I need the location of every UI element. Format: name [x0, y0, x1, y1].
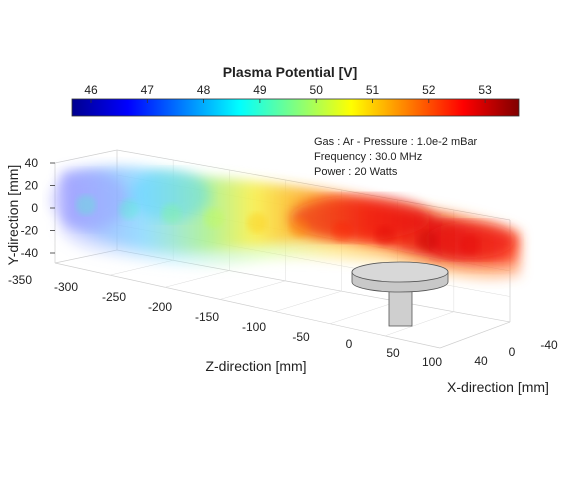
trend-point	[161, 203, 182, 224]
floor-grid-line	[274, 290, 342, 312]
trend-point	[460, 235, 480, 255]
z-tick-label: 0	[346, 337, 353, 351]
colorbar-tick-label: 47	[141, 83, 155, 97]
x-axis-label: X-direction [mm]	[447, 379, 549, 395]
x-tick-label: 0	[509, 345, 516, 359]
colorbar-tick-label: 49	[253, 83, 267, 97]
field-mid-region	[130, 170, 210, 220]
y-tick-label: 40	[25, 156, 39, 170]
field-peak-region	[290, 196, 430, 240]
z-tick-label: -200	[148, 300, 172, 314]
electrode	[351, 261, 449, 327]
chart-title: Plasma Potential [V]	[223, 64, 358, 80]
trend-point	[246, 212, 267, 233]
z-tick-label: -350	[8, 273, 32, 287]
colorbar	[71, 98, 520, 117]
colorbar-tick-label: 50	[310, 83, 324, 97]
colorbar-ticks: 46 47 48 49 50 51 52 53	[84, 83, 492, 103]
y-axis-label: Y-direction [mm]	[5, 165, 21, 266]
colorbar-tick-label: 51	[366, 83, 380, 97]
colorbar-tick-label: 48	[197, 83, 211, 97]
y-tick-label: -40	[21, 246, 39, 260]
electrode-disk-top	[351, 261, 449, 283]
trend-point	[118, 199, 139, 220]
trend-point	[374, 226, 395, 247]
trend-markers	[76, 195, 480, 255]
y-tick-label: -20	[21, 224, 39, 238]
colorbar-tick-label: 53	[478, 83, 492, 97]
x-tick-label: 40	[474, 354, 488, 368]
trend-point	[417, 230, 438, 251]
potential-field	[50, 166, 520, 279]
trend-point	[332, 221, 352, 242]
floor-grid-line	[384, 311, 454, 337]
z-tick-label: -250	[102, 290, 126, 304]
annotation-power: Power : 20 Watts	[314, 166, 398, 178]
z-axis-label: Z-direction [mm]	[205, 358, 306, 374]
z-tick-label: 50	[386, 346, 400, 360]
annotation-gas: Gas : Ar - Pressure : 1.0e-2 mBar	[314, 136, 478, 148]
z-tick-label: -300	[54, 280, 78, 294]
z-axis-ticks: -350 -300 -250 -200 -150 -100 -50 0 50 100	[8, 273, 442, 369]
z-tick-label: 100	[422, 355, 442, 369]
colorbar-tick-label: 52	[422, 83, 436, 97]
trend-point	[289, 217, 310, 238]
annotation-frequency: Frequency : 30.0 MHz	[314, 151, 422, 163]
floor-grid-line	[329, 301, 398, 324]
z-tick-label: -100	[242, 320, 266, 334]
y-axis-ticks: 40 20 0 -20 -40	[21, 156, 55, 260]
x-tick-label: -40	[540, 338, 558, 352]
floor-grid-line	[219, 280, 286, 300]
z-tick-label: -50	[292, 330, 310, 344]
floor-grid-line	[164, 270, 230, 288]
colorbar-tick-label: 46	[84, 83, 98, 97]
trend-point	[204, 208, 224, 229]
y-tick-label: 20	[25, 179, 39, 193]
z-tick-label: -150	[195, 310, 219, 324]
trend-point	[76, 195, 96, 215]
x-axis-ticks: 40 0 -40	[474, 338, 558, 368]
y-tick-label: 0	[31, 201, 38, 215]
